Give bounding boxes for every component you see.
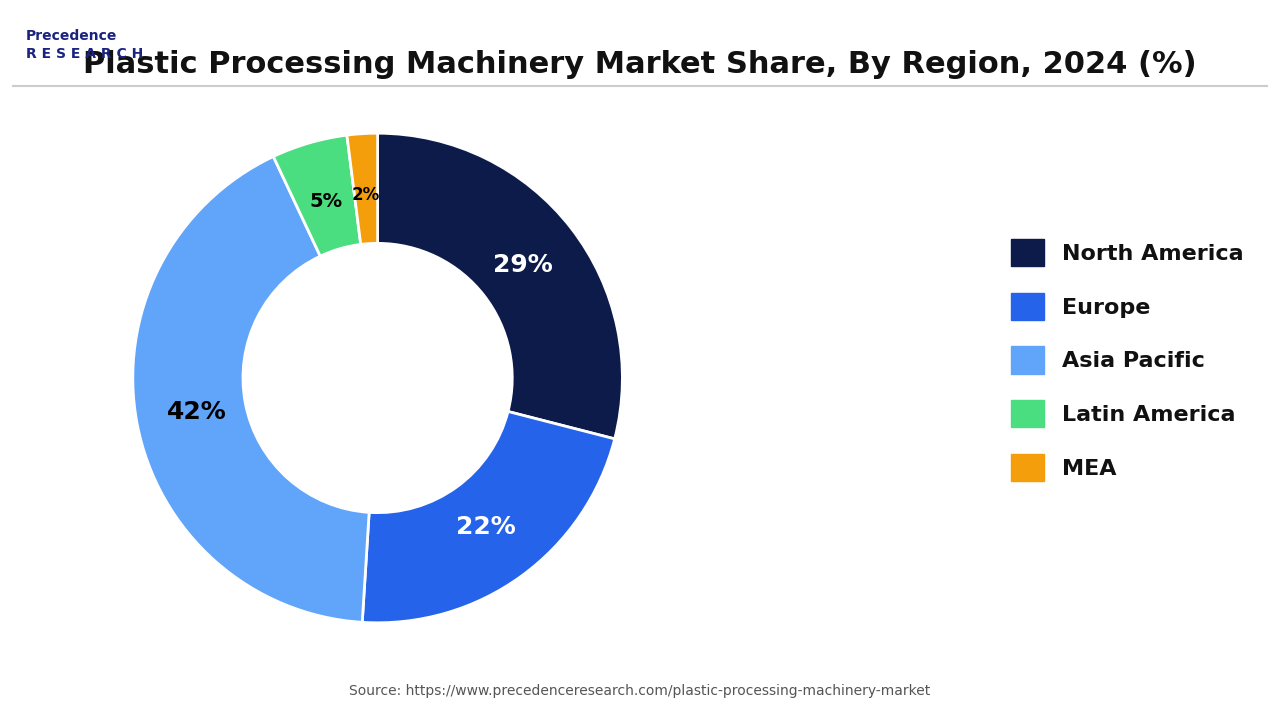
Text: 42%: 42%	[168, 400, 227, 424]
Wedge shape	[347, 133, 378, 244]
Wedge shape	[378, 133, 622, 439]
Text: Plastic Processing Machinery Market Share, By Region, 2024 (%): Plastic Processing Machinery Market Shar…	[83, 50, 1197, 79]
Text: 2%: 2%	[352, 186, 380, 204]
Text: 5%: 5%	[310, 192, 343, 211]
Wedge shape	[133, 156, 369, 622]
Wedge shape	[274, 135, 361, 256]
Legend: North America, Europe, Asia Pacific, Latin America, MEA: North America, Europe, Asia Pacific, Lat…	[1010, 239, 1243, 481]
Text: 22%: 22%	[456, 515, 516, 539]
Wedge shape	[362, 412, 614, 623]
Text: 29%: 29%	[493, 253, 553, 277]
Text: Precedence
R E S E A R C H: Precedence R E S E A R C H	[26, 29, 143, 61]
Text: Source: https://www.precedenceresearch.com/plastic-processing-machinery-market: Source: https://www.precedenceresearch.c…	[349, 685, 931, 698]
